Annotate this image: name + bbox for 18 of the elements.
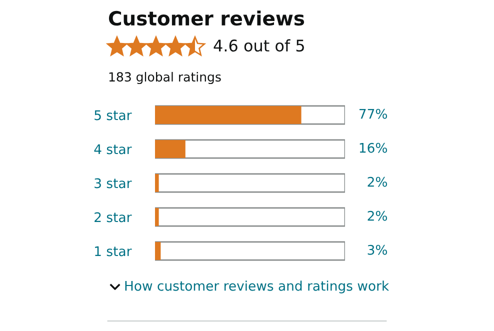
data-label: 77% — [360, 108, 388, 119]
text: How customer reviews and ratings work — [125, 280, 390, 294]
y-tick-label: 3 star — [94, 178, 132, 188]
y-tick-label: 1 star — [95, 246, 132, 256]
bar — [155, 242, 161, 260]
data-label: 2% — [368, 176, 388, 187]
y-tick-label: 4 star — [94, 144, 132, 154]
y-tick-label: 5 star — [94, 110, 132, 120]
text: 4.6 out of 5 — [214, 39, 304, 52]
bar — [155, 140, 186, 158]
data-label: 16% — [360, 142, 388, 153]
bar — [155, 208, 159, 226]
data-label: 3% — [368, 244, 388, 255]
data-label: 2% — [368, 210, 388, 221]
text: 183 global ratings — [109, 72, 221, 84]
chart-title: Customer reviews — [108, 10, 304, 26]
bar — [155, 174, 159, 192]
y-tick-label: 2 star — [94, 212, 132, 222]
